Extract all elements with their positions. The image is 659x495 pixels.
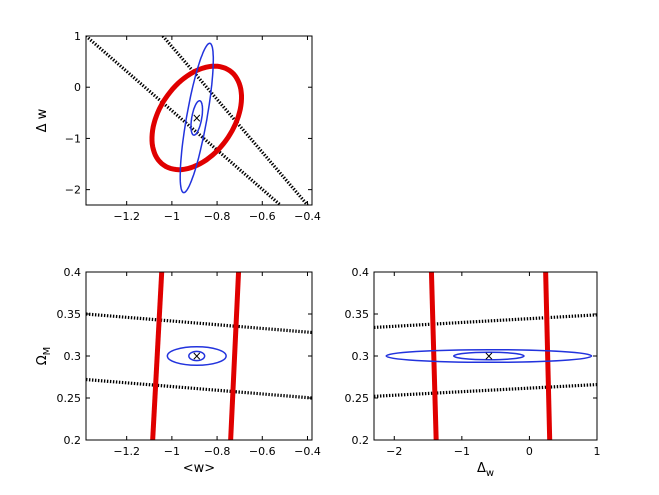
x-tick-label: −0.8 (204, 445, 231, 458)
red-constraint-line-2 (228, 272, 242, 440)
x-tick-label: −2 (386, 445, 402, 458)
red-constraint-line-1 (428, 272, 439, 440)
x-tick-label: −1.2 (113, 445, 140, 458)
best-fit-marker: × (484, 349, 494, 363)
x-tick-label: −1 (164, 445, 180, 458)
x-tick-label: −0.8 (204, 210, 231, 223)
y-tick-label: 0.25 (57, 392, 82, 405)
y-axis-label: Δ w (35, 108, 50, 132)
y-tick-label: 0.25 (345, 392, 370, 405)
x-axis-label: Δw (477, 461, 494, 479)
y-tick-label: 0.2 (352, 434, 370, 447)
y-tick-label: −1 (65, 132, 81, 145)
panel-bottom-right: × −2 −1 0 1 0.2 0.25 0.3 0.35 0.4 Δw (345, 266, 601, 479)
x-axis-label: <w> (183, 461, 215, 476)
panel-bottom-left: × −1.2 −1 −0.8 −0.6 −0.4 0.2 0.25 0.3 0.35 0.4 <w> Ω… (35, 266, 321, 476)
x-tick-label: −0.6 (249, 210, 276, 223)
y-tick-label: 0 (74, 81, 81, 94)
x-tick-label: 1 (594, 445, 601, 458)
plot-area: × (86, 272, 312, 440)
dashed-constraint-line-1 (86, 312, 312, 335)
blue-contour-outer (179, 42, 215, 194)
dashed-constraint-line-2 (86, 377, 312, 400)
y-tick-label: 0.4 (64, 266, 82, 279)
plot-area: × (374, 272, 597, 440)
axes-frame (85, 35, 313, 206)
x-tick-label: −1 (164, 210, 180, 223)
dashed-constraint-line-2 (374, 382, 597, 398)
blue-contour-inner (190, 100, 204, 136)
y-tick-label: 0.35 (345, 308, 370, 321)
y-axis-label: ΩM (35, 347, 53, 366)
x-tick-label: −1 (454, 445, 470, 458)
plot-area: × (86, 36, 309, 205)
x-tick-label: −0.6 (249, 445, 276, 458)
best-fit-marker: × (192, 349, 202, 363)
y-tick-label: 0.3 (64, 350, 82, 363)
panel-top-left: × −1.2 −1 −0.8 −0.6 −0.4 −2 −1 0 1 Δ w (35, 30, 321, 223)
y-tick-label: 1 (74, 30, 81, 43)
red-constraint-line-2 (543, 272, 553, 440)
y-tick-label: −2 (65, 184, 81, 197)
blue-contour-1 (385, 348, 593, 364)
y-tick-label: 0.2 (64, 434, 82, 447)
x-tick-label: −0.4 (294, 445, 321, 458)
best-fit-marker: × (192, 111, 202, 125)
x-tick-label: 0 (526, 445, 533, 458)
blue-contour-2 (188, 350, 206, 362)
blue-contour-2 (452, 351, 525, 361)
y-tick-label: 0.3 (352, 350, 370, 363)
dashed-constraint-line-1 (86, 36, 282, 205)
y-tick-label: 0.4 (352, 266, 370, 279)
dashed-constraint-line-1 (374, 313, 597, 330)
red-constraint-line-1 (150, 272, 165, 440)
red-contour (149, 63, 244, 173)
y-tick-label: 0.35 (57, 308, 82, 321)
x-tick-label: −1.2 (113, 210, 140, 223)
blue-contour-1 (166, 346, 227, 366)
x-tick-label: −0.4 (294, 210, 321, 223)
